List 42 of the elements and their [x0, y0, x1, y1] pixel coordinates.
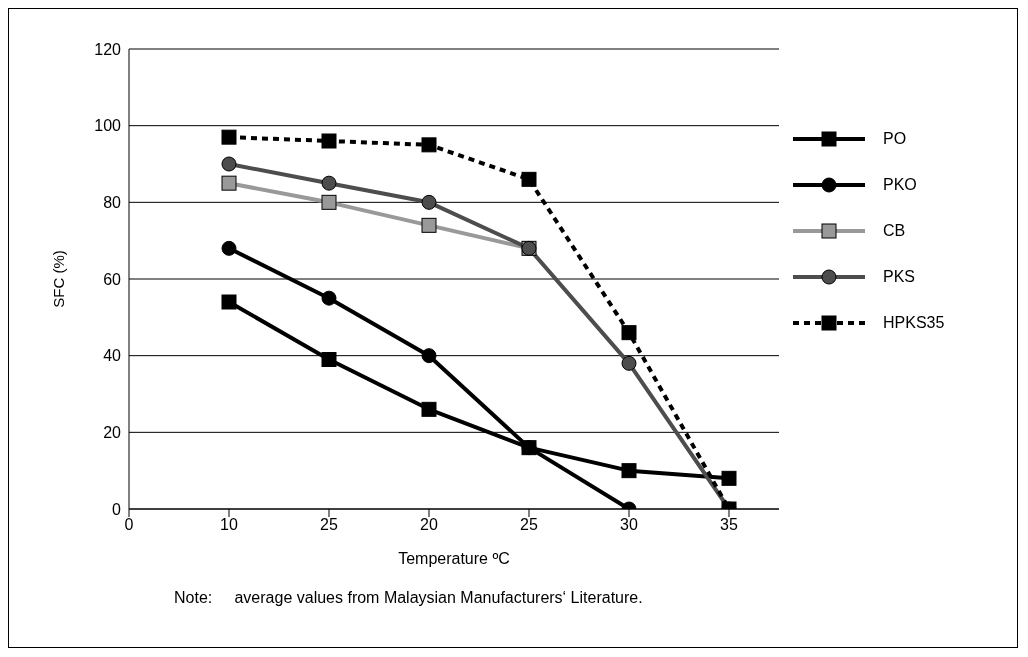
- point: [221, 156, 237, 172]
- point: [221, 240, 237, 256]
- x-tick-label: 30: [620, 516, 638, 534]
- point: [421, 194, 437, 210]
- point: [421, 401, 437, 417]
- x-tick-label: 25: [320, 516, 338, 534]
- x-axis-title: Temperature ºC: [398, 550, 510, 567]
- point: [321, 290, 337, 306]
- y-tick-label: 20: [103, 424, 122, 442]
- point: [621, 463, 637, 479]
- y-tick-label: 80: [103, 194, 122, 212]
- point: [421, 348, 437, 364]
- point: [321, 194, 337, 210]
- point: [421, 217, 437, 233]
- text: Note: average values from Malaysian Manufacturers‘ Literature.: [174, 589, 643, 607]
- legend-label: HPKS35: [883, 314, 945, 332]
- x-tick-label: 25: [520, 516, 538, 534]
- legend-label: CB: [883, 222, 906, 240]
- point: [321, 133, 337, 149]
- x-tick-label: 0: [124, 516, 134, 534]
- point: [221, 129, 237, 145]
- legend-label: PKO: [883, 176, 917, 194]
- y-tick-label: 40: [103, 347, 122, 365]
- y-tick-label: 100: [94, 117, 122, 135]
- legend-label: PO: [883, 130, 907, 148]
- x-tick-label: 20: [420, 516, 438, 534]
- point: [621, 325, 637, 341]
- y-tick-label: 60: [103, 270, 122, 288]
- point: [321, 175, 337, 191]
- point: [221, 175, 237, 191]
- y-axis-title: SFC (%): [50, 250, 68, 308]
- point: [221, 294, 237, 310]
- point: [721, 470, 737, 486]
- legend-label: PKS: [883, 268, 916, 286]
- x-tick-label: 10: [220, 516, 238, 534]
- point: [621, 355, 637, 371]
- x-tick-label: 35: [720, 516, 738, 534]
- y-tick-label: 120: [94, 40, 122, 58]
- point: [521, 171, 537, 187]
- point: [321, 352, 337, 367]
- point: [421, 137, 437, 153]
- y-tick-label: 0: [112, 500, 122, 518]
